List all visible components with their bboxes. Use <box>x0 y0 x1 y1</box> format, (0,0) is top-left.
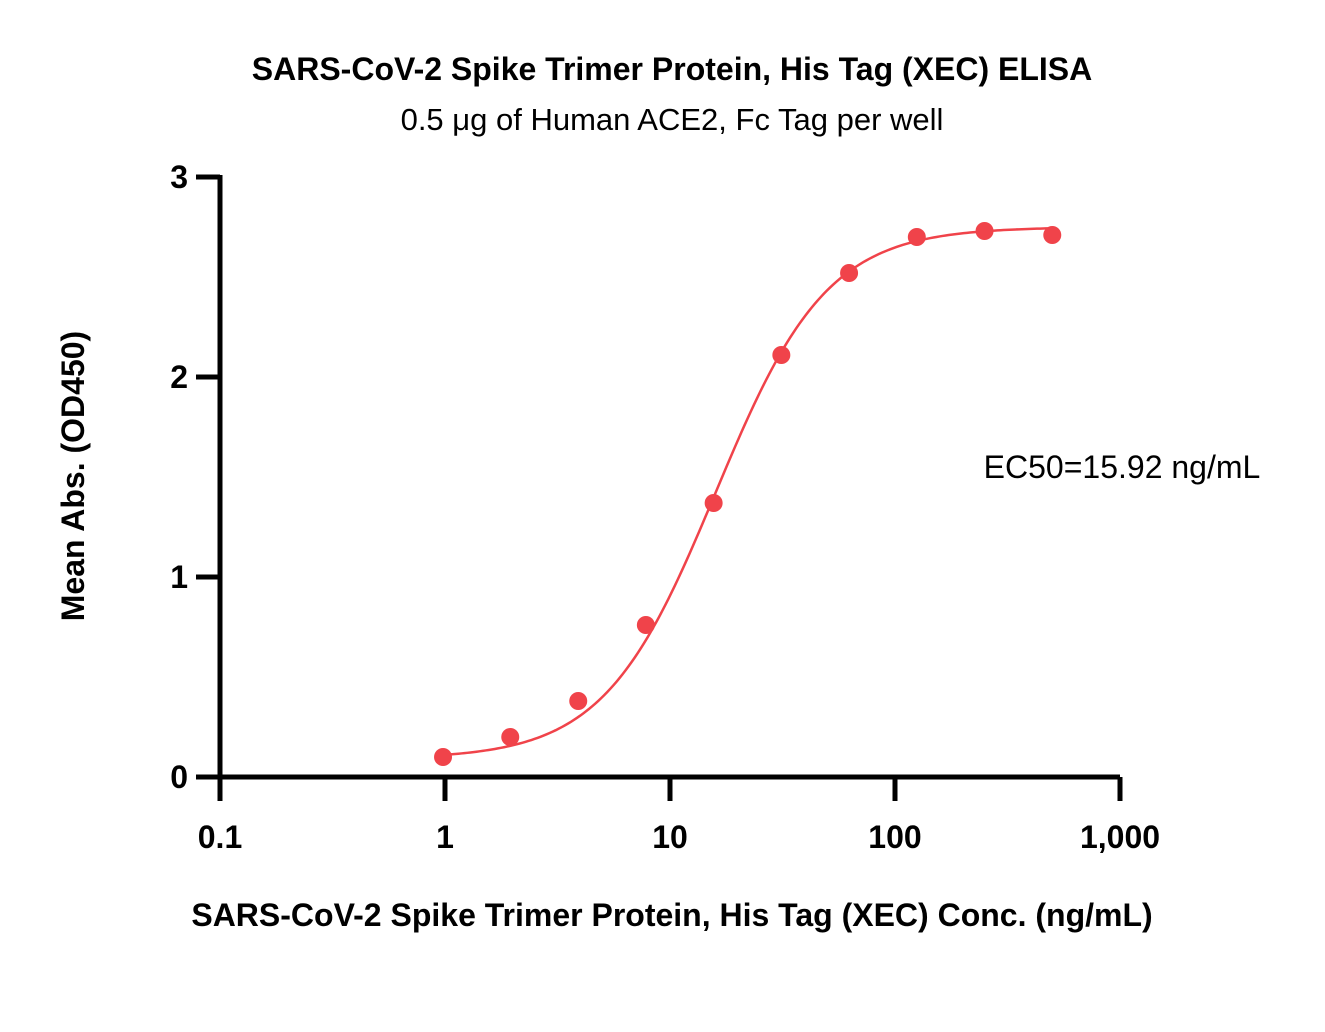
y-axis-label: Mean Abs. (OD450) <box>55 331 91 621</box>
fit-curve-layer <box>442 227 1053 757</box>
chart-subtitle: 0.5 μg of Human ACE2, Fc Tag per well <box>401 102 944 137</box>
x-tick-label-2: 10 <box>652 819 688 855</box>
data-points-layer <box>434 222 1062 766</box>
y-tick-label-1: 1 <box>170 559 188 595</box>
ec50-annotation: EC50=15.92 ng/mL <box>984 449 1261 485</box>
data-point <box>1043 226 1062 244</box>
chart-title: SARS-CoV-2 Spike Trimer Protein, His Tag… <box>252 51 1092 87</box>
y-tick-label-0: 0 <box>170 759 188 795</box>
data-point <box>501 728 520 746</box>
fit-curve <box>442 227 1053 757</box>
x-tick-label-1: 1 <box>436 819 454 855</box>
data-point <box>907 228 926 246</box>
data-point <box>569 692 588 710</box>
data-point <box>434 748 453 766</box>
y-axis: 0 1 2 3 <box>170 159 223 795</box>
x-tick-label-4: 1,000 <box>1080 819 1160 855</box>
x-axis: 0.1 1 10 100 1,000 <box>198 774 1160 855</box>
x-tick-label-0: 0.1 <box>198 819 242 855</box>
y-tick-label-2: 2 <box>170 359 188 395</box>
x-tick-label-3: 100 <box>868 819 921 855</box>
data-point <box>636 616 655 634</box>
y-tick-label-3: 3 <box>170 159 188 195</box>
data-point <box>840 264 859 282</box>
data-point <box>704 494 723 512</box>
data-point <box>772 346 791 364</box>
data-point <box>975 222 994 240</box>
x-axis-label: SARS-CoV-2 Spike Trimer Protein, His Tag… <box>191 897 1152 933</box>
